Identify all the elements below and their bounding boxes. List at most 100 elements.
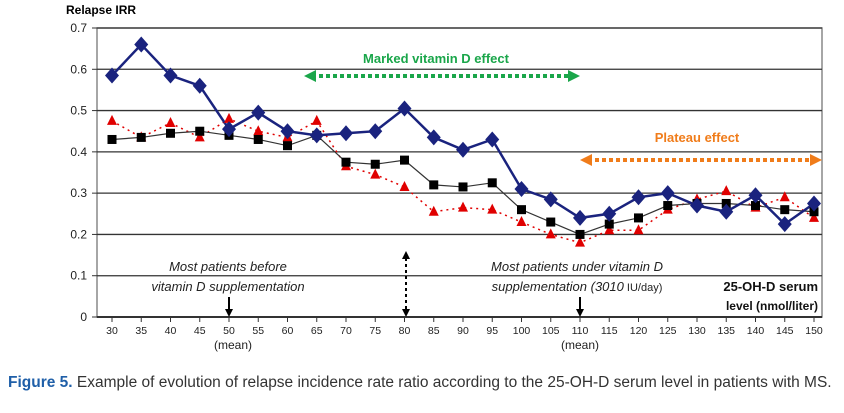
black-square-point bbox=[663, 201, 673, 211]
black-square-point bbox=[780, 205, 790, 215]
y-tick-label: 0 bbox=[80, 310, 87, 324]
red-triangle-point bbox=[370, 168, 381, 179]
blue-diamond-point bbox=[456, 141, 470, 158]
x-tick-label: 30 bbox=[106, 325, 118, 337]
red-triangle-point bbox=[779, 191, 790, 202]
marked-effect-label: Marked vitamin D effect bbox=[363, 51, 510, 66]
x-tick-label: 95 bbox=[486, 325, 498, 337]
blue-diamond-point bbox=[251, 104, 266, 121]
black-square-point bbox=[751, 201, 760, 211]
black-square-point bbox=[107, 134, 117, 144]
marked-arrowhead-left bbox=[304, 70, 316, 82]
x-tick-label: 140 bbox=[747, 325, 765, 337]
red-triangle-point bbox=[545, 228, 556, 239]
blue-diamond-point bbox=[602, 205, 617, 222]
y-tick-label: 0.5 bbox=[70, 104, 87, 118]
red-triangle-point bbox=[428, 205, 439, 216]
x-tick-label: 150 bbox=[805, 325, 823, 337]
black-square-point bbox=[166, 128, 175, 138]
x-tick-label: 50 bbox=[223, 325, 235, 337]
x-tick-label: 65 bbox=[311, 325, 323, 337]
figure-caption: Figure 5. Example of evolution of relaps… bbox=[8, 373, 838, 392]
black-square-point bbox=[400, 155, 409, 165]
y-tick-label: 0.6 bbox=[70, 62, 87, 76]
x-axis-title-line2: level (nmol/liter) bbox=[726, 299, 818, 313]
mean-label-50: (mean) bbox=[214, 338, 252, 352]
before-note-line1: Most patients before bbox=[169, 259, 287, 274]
blue-diamond-point bbox=[163, 67, 178, 84]
blue-diamond-point bbox=[660, 185, 675, 202]
x-tick-label: 55 bbox=[252, 325, 264, 337]
x-tick-label: 85 bbox=[428, 325, 440, 337]
red-triangle-point bbox=[575, 236, 585, 247]
black-square-point bbox=[634, 213, 643, 223]
black-square-point bbox=[546, 217, 556, 227]
plateau-effect-label: Plateau effect bbox=[655, 130, 740, 145]
x-tick-label: 70 bbox=[340, 325, 352, 337]
x-tick-label: 125 bbox=[659, 325, 677, 337]
chart: Relapse IRR 0 0.1 0.2 0.3 0.4 0.5 0.6 0.7 30 35 40… bbox=[66, 3, 823, 352]
x-tick-label: 115 bbox=[601, 325, 618, 337]
red-triangle-point bbox=[194, 131, 205, 142]
under-note-line1: Most patients under vitamin D bbox=[491, 259, 663, 274]
black-square-point bbox=[604, 219, 614, 229]
red-triangle-point bbox=[604, 224, 615, 235]
x-tick-label: 135 bbox=[717, 325, 735, 337]
x-tick-label: 35 bbox=[135, 325, 147, 337]
black-square-point bbox=[370, 159, 380, 169]
black-square-point bbox=[283, 141, 292, 151]
y-tick-label: 0.7 bbox=[70, 21, 87, 35]
mean-label-110: (mean) bbox=[561, 338, 599, 352]
black-square-point bbox=[517, 205, 526, 215]
red-triangle-point bbox=[399, 180, 410, 191]
threshold-80-arrowhead-down bbox=[402, 309, 410, 317]
x-tick-label: 80 bbox=[399, 325, 411, 337]
blue-diamond-point bbox=[426, 129, 441, 146]
blue-diamond-point bbox=[105, 67, 119, 84]
y-tick-label: 0.2 bbox=[70, 227, 87, 241]
mean-110-arrowhead bbox=[576, 309, 584, 317]
marked-arrowhead-right bbox=[568, 70, 580, 82]
red-triangle-point bbox=[809, 211, 819, 222]
x-tick-label: 100 bbox=[513, 325, 531, 337]
red-triangle-point bbox=[721, 185, 732, 196]
before-note-line2: vitamin D supplementation bbox=[151, 279, 304, 294]
blue-diamond-point bbox=[719, 203, 734, 220]
black-square-point bbox=[429, 180, 439, 190]
black-square-point bbox=[575, 229, 585, 239]
x-tick-label: 45 bbox=[194, 325, 206, 337]
blue-diamond-point bbox=[397, 100, 412, 117]
blue-diamond-point bbox=[514, 181, 529, 198]
x-axis-title-line1: 25-OH-D serum bbox=[723, 279, 818, 294]
red-triangle-point bbox=[458, 201, 468, 212]
black-square-point bbox=[136, 132, 146, 142]
blue-diamond-point bbox=[777, 216, 792, 233]
y-tick-label: 0.3 bbox=[70, 186, 87, 200]
blue-diamond-point bbox=[807, 195, 821, 212]
caption-text: Example of evolution of relapse incidenc… bbox=[72, 374, 832, 391]
x-tick-label: 145 bbox=[776, 325, 794, 337]
blue-diamond-point bbox=[631, 189, 646, 206]
black-square-point bbox=[195, 126, 205, 136]
blue-diamond-point bbox=[192, 77, 207, 94]
mean-50-arrowhead bbox=[225, 309, 233, 317]
red-triangle-point bbox=[224, 112, 234, 123]
y-tick-label: 0.4 bbox=[70, 145, 87, 159]
x-tick-label: 120 bbox=[630, 325, 648, 337]
x-tick-label: 40 bbox=[165, 325, 177, 337]
under-note-line2: supplementation (3010 IU/day) bbox=[492, 279, 663, 294]
caption-label: Figure 5. bbox=[8, 374, 73, 391]
x-tick-label: 90 bbox=[457, 325, 469, 337]
x-tick-label: 110 bbox=[572, 325, 589, 337]
blue-diamond-point bbox=[748, 187, 763, 204]
red-triangle-point bbox=[633, 224, 644, 235]
plateau-arrowhead-right bbox=[810, 154, 822, 166]
plateau-arrowhead-left bbox=[580, 154, 592, 166]
blue-diamond-point bbox=[543, 191, 558, 208]
red-triangle-point bbox=[107, 114, 117, 125]
y-tick-label: 0.1 bbox=[70, 269, 87, 283]
blue-diamond-point bbox=[485, 131, 500, 148]
blue-diamond-point bbox=[134, 36, 149, 53]
blue-diamond-point bbox=[222, 121, 236, 138]
threshold-80-arrowhead-up bbox=[402, 251, 410, 259]
